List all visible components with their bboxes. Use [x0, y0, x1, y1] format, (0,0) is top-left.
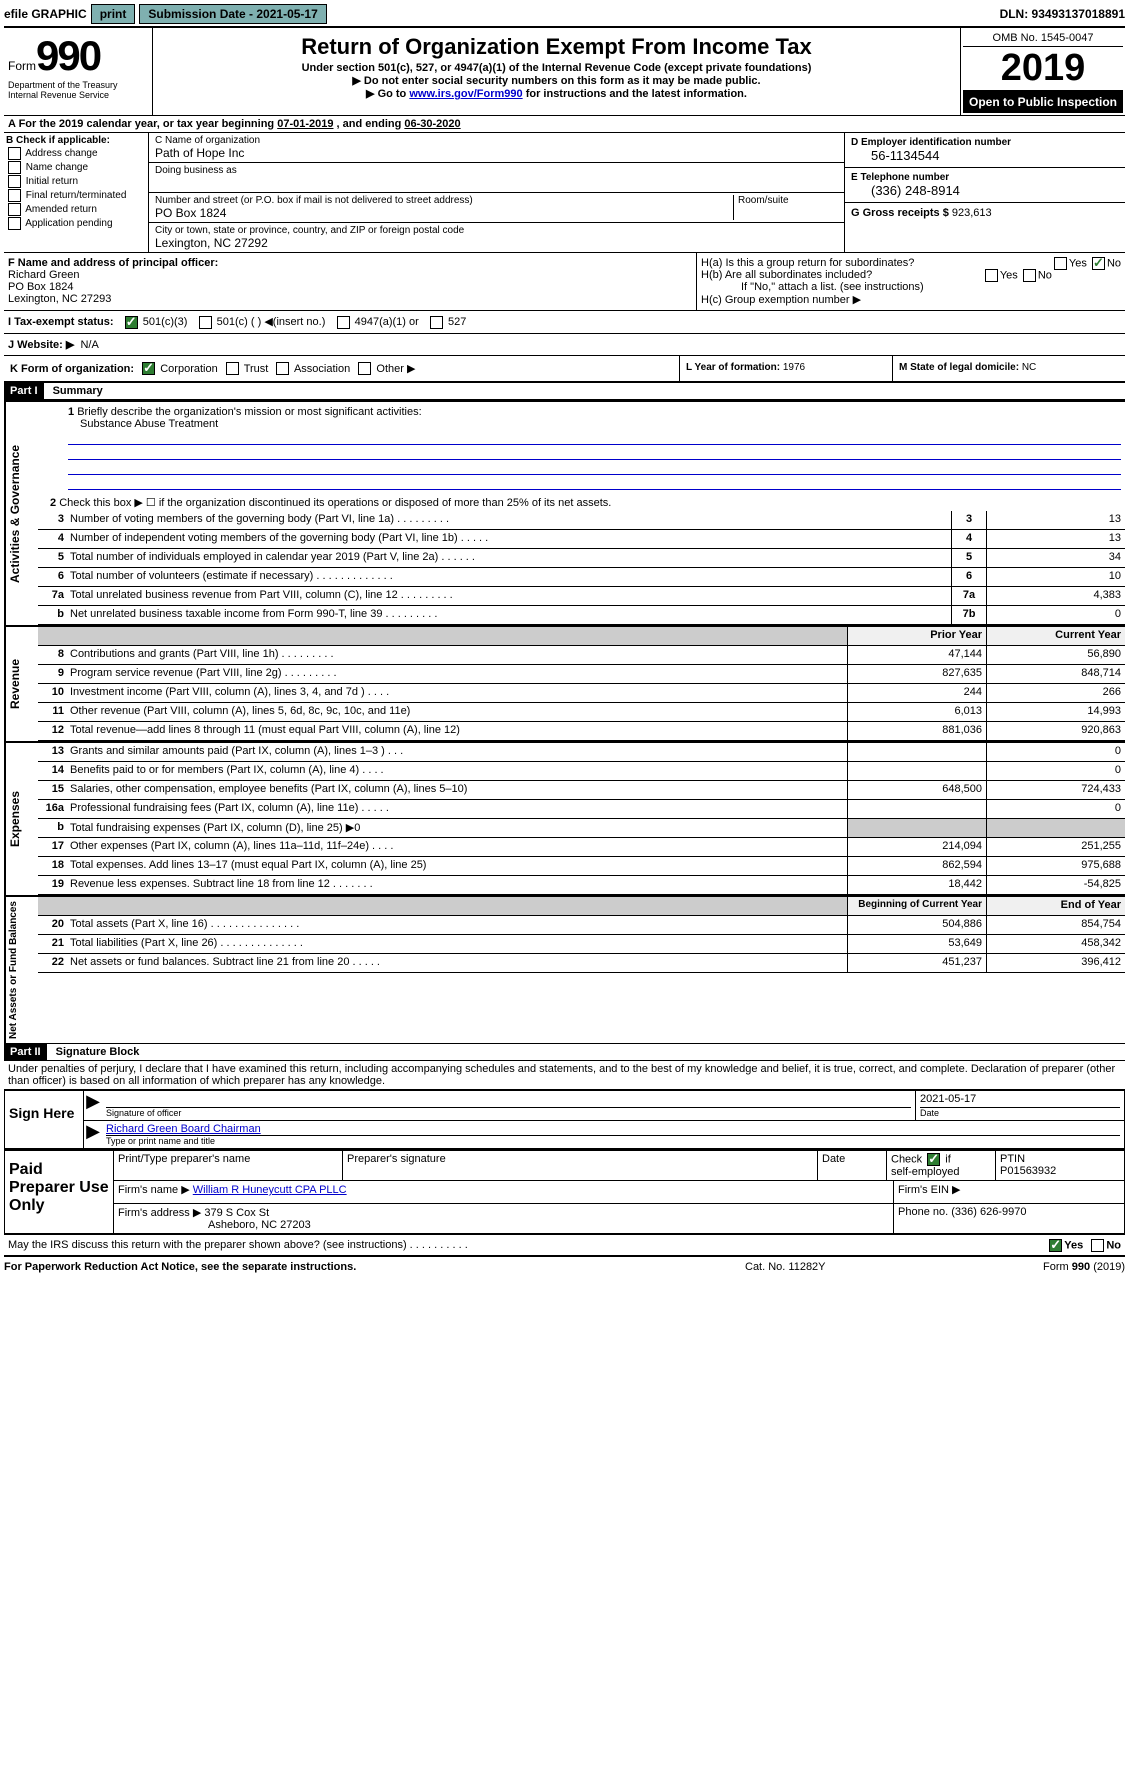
form-note1: ▶ Do not enter social security numbers o…: [157, 74, 956, 87]
form-word: Form: [8, 59, 36, 73]
irs-link[interactable]: www.irs.gov/Form990: [409, 88, 522, 100]
prep-phone: (336) 626-9970: [951, 1206, 1026, 1218]
tax-year: 2019: [963, 47, 1123, 91]
section-i: I Tax-exempt status: 501(c)(3) 501(c) ( …: [4, 311, 1125, 334]
line-3: 3 Number of voting members of the govern…: [38, 511, 1125, 530]
line-5: 5 Total number of individuals employed i…: [38, 549, 1125, 568]
activities-governance: Activities & Governance 1 Briefly descri…: [4, 400, 1125, 625]
line-12: 12 Total revenue—add lines 8 through 11 …: [38, 722, 1125, 741]
footer: For Paperwork Reduction Act Notice, see …: [4, 1257, 1125, 1277]
line-13: 13 Grants and similar amounts paid (Part…: [38, 743, 1125, 762]
line-18: 18 Total expenses. Add lines 13–17 (must…: [38, 857, 1125, 876]
net-assets-section: Net Assets or Fund Balances Beginning of…: [4, 895, 1125, 1043]
section-abcdeg: B Check if applicable: Address change Na…: [4, 133, 1125, 253]
org-city: Lexington, NC 27292: [155, 236, 838, 250]
perjury-statement: Under penalties of perjury, I declare th…: [4, 1061, 1125, 1090]
sign-date: 2021-05-17: [920, 1093, 1120, 1108]
section-klm: K Form of organization: Corporation Trus…: [4, 356, 1125, 383]
b-label: B Check if applicable:: [6, 135, 110, 146]
line-20: 20 Total assets (Part X, line 16) . . . …: [38, 916, 1125, 935]
expenses-section: Expenses 13 Grants and similar amounts p…: [4, 741, 1125, 895]
line-22: 22 Net assets or fund balances. Subtract…: [38, 954, 1125, 973]
ptin: P01563932: [1000, 1165, 1120, 1177]
line-21: 21 Total liabilities (Part X, line 26) .…: [38, 935, 1125, 954]
org-address: PO Box 1824: [155, 206, 733, 220]
gross-receipts: 923,613: [952, 207, 992, 219]
line-10: 10 Investment income (Part VIII, column …: [38, 684, 1125, 703]
line-8: 8 Contributions and grants (Part VIII, l…: [38, 646, 1125, 665]
line-14: 14 Benefits paid to or for members (Part…: [38, 762, 1125, 781]
dept-treasury: Department of the Treasury Internal Reve…: [8, 80, 148, 100]
print-button[interactable]: print: [91, 4, 136, 24]
part-2-header: Part II Signature Block: [4, 1043, 1125, 1061]
signer-name[interactable]: Richard Green Board Chairman: [106, 1123, 261, 1135]
form-header: Form990 Department of the Treasury Inter…: [4, 28, 1125, 116]
sign-here-block: Sign Here ▶ Signature of officer 2021-05…: [4, 1090, 1125, 1150]
form-title: Return of Organization Exempt From Incom…: [157, 34, 956, 60]
line-b: b Total fundraising expenses (Part IX, c…: [38, 819, 1125, 838]
line-4: 4 Number of independent voting members o…: [38, 530, 1125, 549]
line- b: b Net unrelated business taxable income …: [38, 606, 1125, 625]
section-j: J Website: ▶ N/A: [4, 334, 1125, 356]
line-6: 6 Total number of volunteers (estimate i…: [38, 568, 1125, 587]
state-domicile: NC: [1022, 362, 1036, 373]
omb-number: OMB No. 1545-0047: [963, 30, 1123, 47]
officer-name: Richard Green: [8, 269, 692, 281]
line-16a: 16a Professional fundraising fees (Part …: [38, 800, 1125, 819]
firm-addr1: 379 S Cox St: [204, 1207, 269, 1219]
part-1-header: Part I Summary: [4, 382, 1125, 400]
section-fh: F Name and address of principal officer:…: [4, 253, 1125, 311]
line-17: 17 Other expenses (Part IX, column (A), …: [38, 838, 1125, 857]
firm-name[interactable]: William R Huneycutt CPA PLLC: [193, 1184, 347, 1196]
paid-preparer-block: Paid Preparer Use Only Print/Type prepar…: [4, 1150, 1125, 1235]
firm-addr2: Asheboro, NC 27203: [118, 1219, 311, 1231]
line-7a: 7a Total unrelated business revenue from…: [38, 587, 1125, 606]
line-9: 9 Program service revenue (Part VIII, li…: [38, 665, 1125, 684]
ein: 56-1134544: [851, 148, 1119, 163]
submission-date: Submission Date - 2021-05-17: [139, 4, 326, 24]
efile-label: efile GRAPHIC: [4, 7, 87, 21]
phone: (336) 248-8914: [851, 183, 1119, 198]
org-name: Path of Hope Inc: [155, 146, 838, 160]
line-11: 11 Other revenue (Part VIII, column (A),…: [38, 703, 1125, 722]
line-15: 15 Salaries, other compensation, employe…: [38, 781, 1125, 800]
dln: DLN: 93493137018891: [1000, 7, 1125, 21]
tax-period: A For the 2019 calendar year, or tax yea…: [4, 116, 1125, 133]
form-number: 990: [36, 32, 100, 79]
open-public-badge: Open to Public Inspection: [963, 91, 1123, 113]
revenue-section: Revenue Prior Year Current Year 8 Contri…: [4, 625, 1125, 741]
mission: Substance Abuse Treatment: [68, 418, 218, 430]
line-19: 19 Revenue less expenses. Subtract line …: [38, 876, 1125, 895]
discuss-row: May the IRS discuss this return with the…: [4, 1235, 1125, 1257]
form-subtitle: Under section 501(c), 527, or 4947(a)(1)…: [157, 62, 956, 74]
top-bar: efile GRAPHIC print Submission Date - 20…: [4, 4, 1125, 28]
year-formation: 1976: [783, 362, 805, 373]
